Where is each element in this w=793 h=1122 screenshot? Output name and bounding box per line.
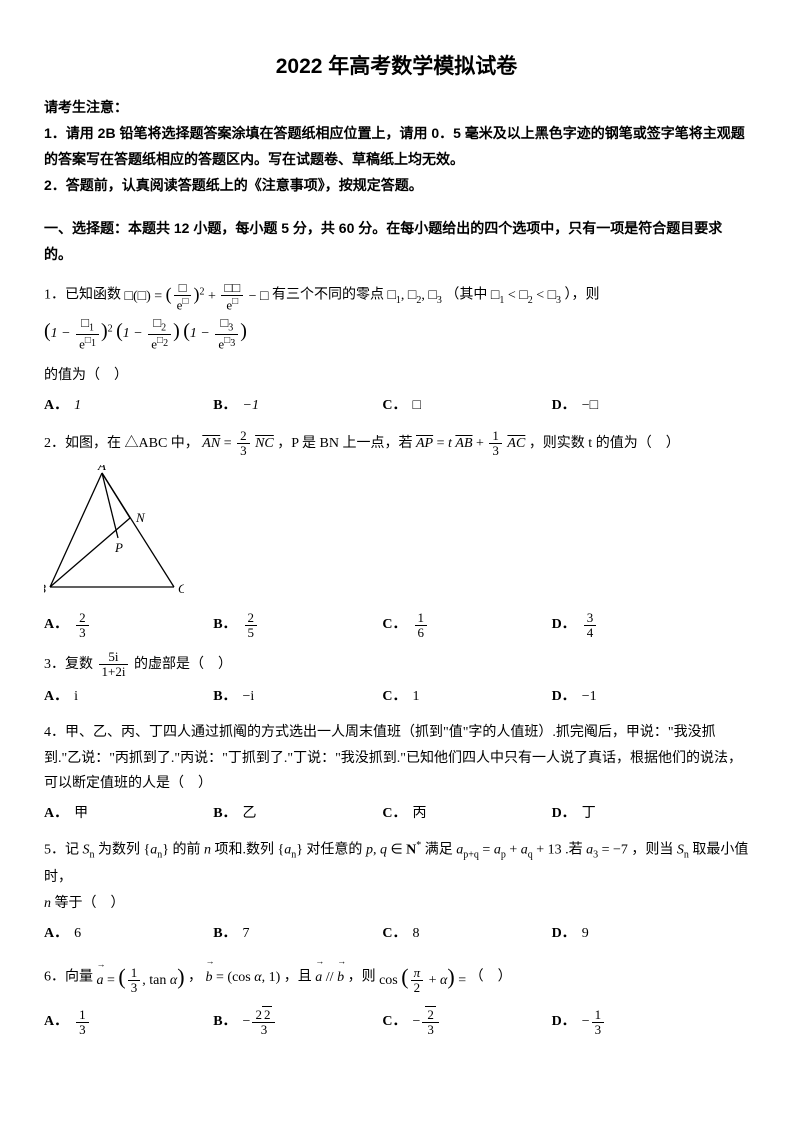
- q3-stem-a: 3．复数: [44, 657, 93, 672]
- q2-figure: A B C NP: [44, 465, 749, 605]
- q2-opt-d[interactable]: D．34: [552, 611, 721, 641]
- page-title: 2022 年高考数学模拟试卷: [44, 48, 749, 87]
- notice-heading: 请考生注意：: [44, 95, 749, 121]
- q1-formula-1: □(□) = (□e□)2 + □□e□ − □: [125, 278, 269, 313]
- q6-vec-b: b = (cos α, 1): [206, 963, 281, 991]
- q3-opt-d[interactable]: D．−1: [552, 684, 721, 710]
- q2-opt-c[interactable]: C．16: [382, 611, 551, 641]
- q6-parallel: a // b: [315, 963, 344, 991]
- q4-opt-c[interactable]: C．丙: [382, 801, 551, 827]
- q2-opt-b[interactable]: B．25: [213, 611, 382, 641]
- q1-opt-a[interactable]: A．1: [44, 393, 213, 419]
- question-5: 5．记 Sn 为数列 {an} 的前 n 项和.数列 {an} 对任意的 p, …: [44, 837, 749, 891]
- svg-text:A: A: [97, 465, 106, 473]
- notice-line-1: 1．请用 2B 铅笔将选择题答案涂填在答题纸相应位置上，请用 0．5 毫米及以上…: [44, 121, 749, 173]
- q3-opt-b[interactable]: B．−i: [213, 684, 382, 710]
- q1-opt-d[interactable]: D．−□: [552, 393, 721, 419]
- q5-opt-b[interactable]: B．7: [213, 921, 382, 947]
- svg-text:P: P: [114, 540, 123, 555]
- q6-options: A．13 B．− 223 C．− 23 D．− 13: [44, 1008, 749, 1038]
- q1-stem-d: ），则: [565, 288, 600, 303]
- q2-eq-2: AP = t AB + 13 AC: [416, 429, 525, 459]
- q6-opt-a[interactable]: A．13: [44, 1008, 213, 1038]
- q6-stem-e: （ ）: [470, 969, 512, 984]
- q3-stem-b: 的虚部是（ ）: [134, 657, 232, 672]
- q2-stem-c: ，则实数 t 的值为（ ）: [529, 436, 680, 451]
- section-1-heading: 一、选择题：本题共 12 小题，每小题 5 分，共 60 分。在每小题给出的四个…: [44, 216, 749, 268]
- q5-options: A．6 B．7 C．8 D．9: [44, 921, 749, 947]
- q1-zeros: □1, □2, □3: [387, 288, 441, 303]
- q6-vec-a: a = (13, tan α): [97, 957, 185, 998]
- question-2: 2．如图，在 △ABC 中， AN = 23 NC ，P 是 BN 上一点，若 …: [44, 429, 749, 459]
- q6-opt-b[interactable]: B．− 223: [213, 1008, 382, 1038]
- q4-opt-d[interactable]: D．丁: [552, 801, 721, 827]
- q3-opt-c[interactable]: C．1: [382, 684, 551, 710]
- q1-opt-c[interactable]: C．□: [382, 393, 551, 419]
- q6-cos: cos (π2 + α) =: [379, 957, 466, 998]
- q5-opt-c[interactable]: C．8: [382, 921, 551, 947]
- q6-opt-d[interactable]: D．− 13: [552, 1008, 721, 1038]
- q1-tail: 的值为（ ）: [44, 363, 749, 389]
- q2-stem-b: ，P 是 BN 上一点，若: [277, 436, 412, 451]
- q5-opt-d[interactable]: D．9: [552, 921, 721, 947]
- question-1: 1．已知函数 □(□) = (□e□)2 + □□e□ − □ 有三个不同的零点…: [44, 278, 749, 351]
- q4-opt-b[interactable]: B．乙: [213, 801, 382, 827]
- triangle-diagram: A B C NP: [44, 465, 184, 595]
- q1-order: □1 < □2 < □3: [491, 288, 561, 303]
- question-3: 3．复数 5i1+2i 的虚部是（ ）: [44, 650, 749, 680]
- q4-opt-a[interactable]: A．甲: [44, 801, 213, 827]
- q2-opt-a[interactable]: A．23: [44, 611, 213, 641]
- q6-opt-c[interactable]: C．− 23: [382, 1008, 551, 1038]
- q3-fraction: 5i1+2i: [99, 650, 129, 680]
- question-4: 4．甲、乙、丙、丁四人通过抓阄的方式选出一人周末值班（抓到"值"字的人值班）.抓…: [44, 720, 749, 798]
- q2-stem-a: 2．如图，在 △ABC 中，: [44, 436, 199, 451]
- q1-formula-2: (1 − □1e□1)2 (1 − □2e□2) (1 − □3e□3): [44, 313, 247, 351]
- q2-eq-1: AN = 23 NC: [202, 429, 273, 459]
- q1-stem-b: 有三个不同的零点: [272, 288, 384, 303]
- q1-stem-c: （其中: [445, 288, 487, 303]
- q2-options: A．23 B．25 C．16 D．34: [44, 611, 749, 641]
- q4-options: A．甲 B．乙 C．丙 D．丁: [44, 801, 749, 827]
- svg-text:C: C: [178, 581, 184, 595]
- q6-stem-c: ，且: [284, 969, 312, 984]
- q3-options: A．i B．−i C．1 D．−1: [44, 684, 749, 710]
- q6-stem-d: ，则: [348, 969, 376, 984]
- q1-options: A．1 B．−1 C．□ D．−□: [44, 393, 749, 419]
- notice-line-2: 2．答题前，认真阅读答题纸上的《注意事项》，按规定答题。: [44, 173, 749, 199]
- q6-stem-b: ，: [188, 969, 202, 984]
- svg-text:N: N: [135, 510, 146, 525]
- q6-stem-a: 6．向量: [44, 969, 93, 984]
- q5-tail: n 等于（ ）: [44, 891, 749, 917]
- q5-opt-a[interactable]: A．6: [44, 921, 213, 947]
- q1-stem-a: 1．已知函数: [44, 288, 121, 303]
- question-6: 6．向量 a = (13, tan α) ， b = (cos α, 1) ，且…: [44, 957, 749, 998]
- q1-opt-b[interactable]: B．−1: [213, 393, 382, 419]
- q3-opt-a[interactable]: A．i: [44, 684, 213, 710]
- svg-text:B: B: [44, 581, 46, 595]
